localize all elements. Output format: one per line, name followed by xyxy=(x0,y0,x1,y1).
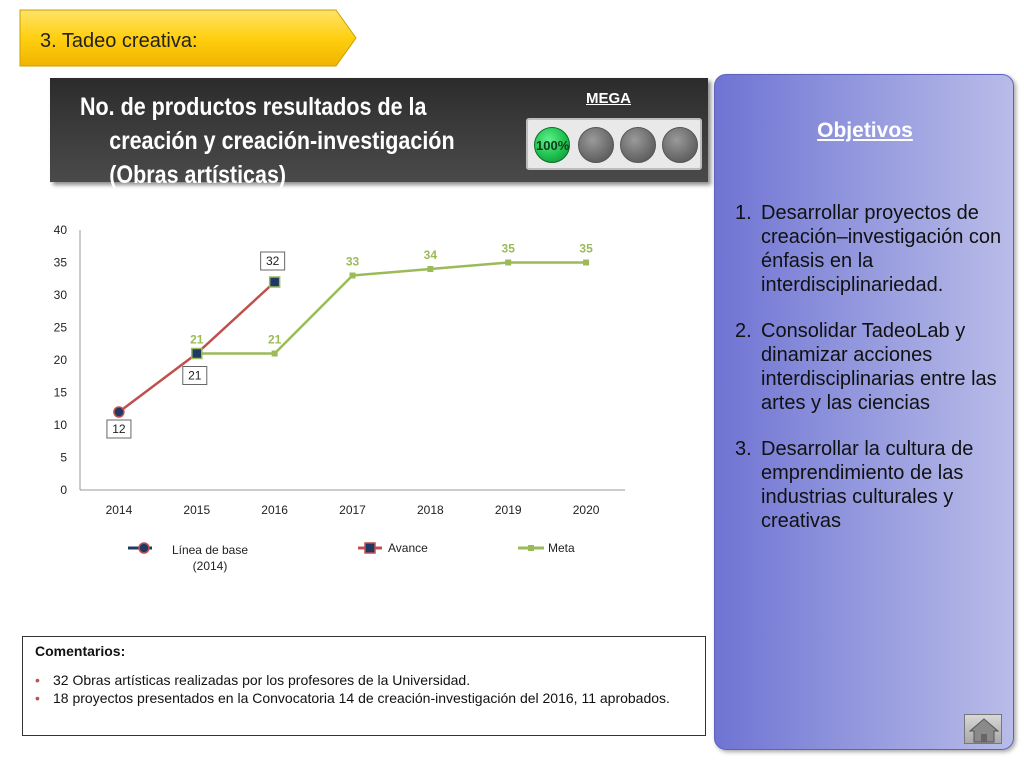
x-tick-label: 2015 xyxy=(183,503,210,517)
y-tick-label: 30 xyxy=(54,288,68,302)
legend-marker-baseline xyxy=(138,542,150,554)
avance-point xyxy=(191,347,203,360)
mega-label: MEGA xyxy=(586,90,631,107)
comment-text: 18 proyectos presentados en la Convocato… xyxy=(53,690,670,706)
avance-point xyxy=(268,276,281,288)
y-tick-label: 15 xyxy=(54,386,68,400)
x-tick-label: 2017 xyxy=(339,503,366,517)
baseline-data-label: 12 xyxy=(112,422,126,436)
meter-dot xyxy=(620,127,656,163)
meta-point xyxy=(427,266,434,272)
page-title: No. de productos resultados de la creaci… xyxy=(80,90,484,192)
meter-dot-active xyxy=(534,127,570,163)
meta-data-label: 34 xyxy=(424,248,438,262)
home-button[interactable] xyxy=(964,714,1002,744)
y-tick-label: 35 xyxy=(54,256,68,270)
x-tick-label: 2018 xyxy=(417,503,444,517)
series-line-avance xyxy=(118,281,276,413)
meta-data-label: 35 xyxy=(502,242,516,256)
objective-item: 3. Desarrollar la cultura de emprendimie… xyxy=(735,437,1013,533)
meta-data-label: 33 xyxy=(346,255,360,269)
comment-item: • 18 proyectos presentados en la Convoca… xyxy=(35,689,693,707)
header-banner: No. de productos resultados de la creaci… xyxy=(50,78,708,189)
y-tick-label: 5 xyxy=(60,451,67,465)
objective-text: Consolidar TadeoLab y dinamizar acciones… xyxy=(761,320,997,414)
x-tick-label: 2016 xyxy=(261,503,288,517)
objective-text: Desarrollar proyectos de creación–invest… xyxy=(761,202,1002,296)
y-tick-label: 25 xyxy=(54,321,68,335)
baseline-data-label-box xyxy=(106,419,132,439)
legend-marker-avance xyxy=(364,542,376,554)
legend-marker-meta xyxy=(528,545,534,551)
objective-number: 2. xyxy=(735,320,752,342)
comment-text: 32 Obras artísticas realizadas por los p… xyxy=(53,672,471,688)
comments-title: Comentarios: xyxy=(35,643,126,659)
avance-data-label-box xyxy=(182,366,208,385)
x-tick-label: 2019 xyxy=(495,503,522,517)
section-tab: 3. Tadeo creativa: xyxy=(18,8,360,70)
series-line-meta xyxy=(196,261,587,355)
legend-label-meta: Meta xyxy=(548,541,575,555)
y-tick-label: 20 xyxy=(54,353,68,367)
legend-label-avance: Avance xyxy=(388,541,428,555)
y-tick-label: 10 xyxy=(54,418,68,432)
meta-data-label: 35 xyxy=(579,242,593,256)
objective-item: 2. Consolidar TadeoLab y dinamizar accio… xyxy=(735,319,1013,415)
avance-data-label-box xyxy=(260,251,286,271)
objective-number: 1. xyxy=(735,202,752,224)
bullet-icon: • xyxy=(35,690,40,706)
meta-data-label: 21 xyxy=(190,333,204,347)
progress-meter: 100% xyxy=(526,118,702,170)
meta-point xyxy=(271,350,278,357)
y-tick-label: 40 xyxy=(54,223,68,237)
page-title-line-2: creación y creación-investigación xyxy=(109,127,455,155)
page-title-line-1: No. de productos resultados de la xyxy=(80,93,427,121)
section-tab-shape xyxy=(19,9,357,67)
y-tick-label: 0 xyxy=(60,483,67,497)
section-label: 3. Tadeo creativa: xyxy=(40,30,198,52)
objective-item: 1. Desarrollar proyectos de creación–inv… xyxy=(735,201,1013,297)
objectives-title: Objetivos xyxy=(817,119,913,142)
meter-dot xyxy=(662,127,698,163)
x-tick-label: 2014 xyxy=(106,503,133,517)
meter-value: 100% xyxy=(536,138,570,153)
avance-data-label: 21 xyxy=(188,369,202,383)
meta-data-label: 21 xyxy=(268,333,282,347)
objectives-list: 1. Desarrollar proyectos de creación–inv… xyxy=(735,201,1013,555)
bullet-icon: • xyxy=(35,672,40,688)
comments-box: Comentarios: • 32 Obras artísticas reali… xyxy=(22,636,706,736)
legend-label-baseline: Línea de base xyxy=(172,543,248,557)
legend-label-baseline-year: (2014) xyxy=(193,559,228,573)
page-title-line-3: (Obras artísticas) xyxy=(109,161,287,189)
meta-point xyxy=(505,259,512,266)
objective-number: 3. xyxy=(735,438,752,460)
avance-data-label: 32 xyxy=(266,254,280,268)
baseline-point xyxy=(113,406,125,418)
home-icon xyxy=(968,718,1000,743)
meta-point xyxy=(349,272,356,279)
objectives-panel: Objetivos 1. Desarrollar proyectos de cr… xyxy=(714,74,1014,750)
meter-dot xyxy=(578,127,614,163)
comment-item: • 32 Obras artísticas realizadas por los… xyxy=(35,671,693,689)
meta-point xyxy=(583,259,590,266)
x-tick-label: 2020 xyxy=(573,503,600,517)
line-chart: 0 5 10 15 20 25 30 35 40 2014 2015 2016 2017 2018 2019… xyxy=(54,223,625,573)
objective-text: Desarrollar la cultura de emprendimiento… xyxy=(761,438,974,532)
